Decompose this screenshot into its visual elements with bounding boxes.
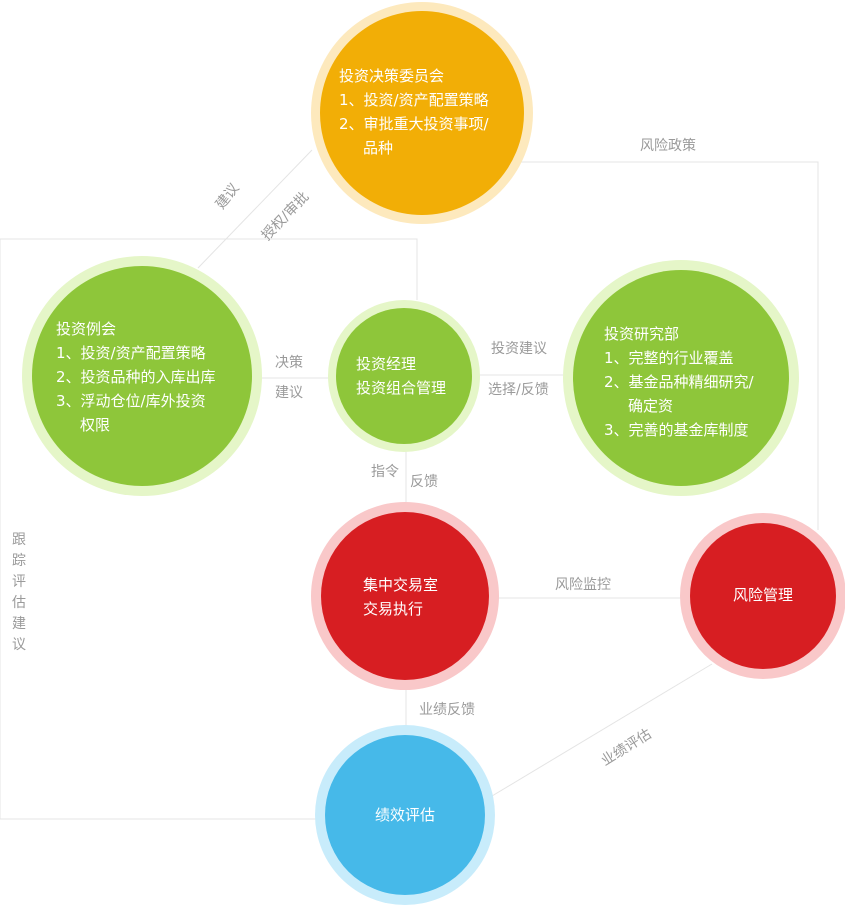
committee-item-1: 1、投资/资产配置策略: [339, 91, 489, 109]
committee-text: 投资决策委员会 1、投资/资产配置策略 2、审批重大投资事项/ 品种: [339, 64, 489, 160]
evaluation-node: [315, 725, 495, 905]
research-item-2-cont: 确定资: [628, 397, 674, 415]
risk-policy-line: [520, 161, 819, 530]
evaluation-text: 绩效评估: [355, 803, 455, 827]
manager-line-1: 投资经理: [356, 355, 417, 373]
regular-meeting-item-3: 3、浮动仓位/库外投资: [56, 392, 206, 410]
manager-core: [336, 308, 472, 444]
trading-line-2: 交易执行: [363, 600, 424, 618]
research-core: [573, 270, 789, 486]
research-text: 投资研究部 1、完整的行业覆盖 2、基金品种精细研究/ 确定资 3、完善的基金库…: [604, 322, 754, 442]
edge-label-feedback: 反馈: [410, 474, 438, 490]
regular-meeting-item-1: 1、投资/资产配置策略: [56, 344, 206, 362]
tracking-frame-line: [0, 238, 418, 820]
committee-core: [320, 11, 524, 215]
regular-meeting-node: [22, 256, 262, 496]
evaluation-core: [325, 735, 485, 895]
edge-label-risk-monitor: 风险监控: [555, 577, 611, 593]
edge-label-tracking: 跟踪评估建议: [12, 532, 26, 653]
trading-line-1: 集中交易室: [363, 576, 439, 594]
research-title: 投资研究部: [604, 325, 680, 343]
research-node: [563, 260, 799, 496]
edge-label-risk-policy: 风险政策: [640, 138, 696, 154]
edge-label-invest-advice: 投资建议: [491, 341, 547, 357]
edge-label-select-feedback: 选择/反馈: [488, 382, 549, 398]
risk-node: [680, 513, 845, 679]
committee-item-2-cont: 品种: [363, 139, 394, 157]
edge-label-perf-feedback: 业绩反馈: [419, 702, 475, 718]
committee-item-2: 2、审批重大投资事项/: [339, 115, 489, 133]
risk-line-1: 风险管理: [732, 586, 793, 604]
trading-text: 集中交易室 交易执行: [363, 573, 438, 621]
manager-text: 投资经理 投资组合管理: [356, 352, 446, 400]
regular-meeting-title: 投资例会: [56, 320, 117, 338]
manager-node: [328, 300, 480, 452]
risk-text: 风险管理: [713, 583, 813, 607]
evaluation-line-1: 绩效评估: [374, 806, 435, 824]
risk-eval-line: [491, 663, 713, 797]
committee-node: [311, 2, 533, 224]
regular-meeting-item-2: 2、投资品种的入库出库: [56, 368, 216, 386]
trading-node: [311, 502, 499, 690]
trading-core: [321, 512, 489, 680]
regular-meeting-core: [32, 266, 252, 486]
regular-meeting-text: 投资例会 1、投资/资产配置策略 2、投资品种的入库出库 3、浮动仓位/库外投资…: [56, 317, 216, 437]
regular-meeting-item-3-cont: 权限: [80, 416, 111, 434]
edge-label-instruction: 指令: [371, 464, 399, 480]
manager-line-2: 投资组合管理: [356, 379, 447, 397]
edge-label-decision: 决策: [275, 355, 303, 371]
committee-meeting-line: [197, 149, 313, 269]
committee-title: 投资决策委员会: [339, 67, 445, 85]
research-item-2: 2、基金品种精细研究/: [604, 373, 754, 391]
risk-core: [690, 523, 836, 669]
research-item-3: 3、完善的基金库制度: [604, 421, 749, 439]
edge-label-advice: 建议: [275, 385, 303, 401]
research-item-1: 1、完整的行业覆盖: [604, 349, 734, 367]
